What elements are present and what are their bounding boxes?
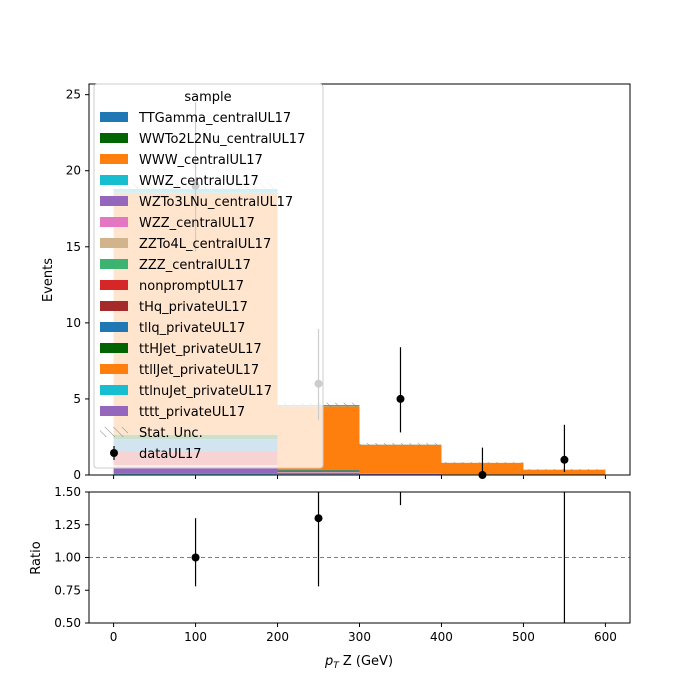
- x-tick-label: 300: [348, 630, 371, 644]
- legend-label-TTGamma_centralUL17: TTGamma_centralUL17: [138, 111, 291, 126]
- ratio-y-tick-label: 1.00: [54, 551, 81, 565]
- legend-box: [93, 83, 324, 469]
- ratio-y-ticks: 0.50 0.75 1.00 1.25 1.50: [54, 485, 89, 630]
- legend-label-tHq_privateUL17: tHq_privateUL17: [139, 300, 248, 315]
- bar-WZTo3LNu_centralUL17-bin-1: [277, 472, 360, 475]
- legend-swatch-WWTo2L2Nu_centralUL17: [100, 133, 128, 143]
- x-axis-label-p: p: [324, 654, 333, 669]
- stat-unc-bin-2: [359, 443, 442, 447]
- legend-label-ZZZ_centralUL17: ZZZ_centralUL17: [139, 258, 251, 273]
- y-axis-label: Events: [41, 258, 56, 302]
- legend-label-tllq_privateUL17: tllq_privateUL17: [139, 321, 245, 336]
- legend-label-WZZ_centralUL17: WZZ_centralUL17: [139, 216, 255, 231]
- x-axis-label-rest: Z (GeV): [339, 654, 393, 669]
- main-y-ticks: 0 5 10 15 20 25: [66, 88, 89, 482]
- x-tick-label: 400: [430, 630, 453, 644]
- bar-WZTo3LNu_centralUL17-bin-2: [359, 473, 442, 475]
- legend-label-tttt_privateUL17: tttt_privateUL17: [139, 405, 245, 420]
- data-point-4: [560, 455, 569, 464]
- y-tick-label: 0: [73, 468, 81, 482]
- x-tick-label: 100: [184, 630, 207, 644]
- x-tick-label: 200: [266, 630, 289, 644]
- main-x-ticks: [113, 475, 606, 479]
- y-tick-label: 15: [66, 240, 81, 254]
- ratio-y-tick-label: 1.50: [54, 485, 81, 499]
- legend-swatch-ZZZ_centralUL17: [100, 259, 128, 269]
- legend-label-stat-unc: Stat. Unc.: [139, 426, 203, 441]
- legend-items: TTGamma_centralUL17 WWTo2L2Nu_centralUL17…: [100, 111, 305, 462]
- x-tick-label: 600: [594, 630, 617, 644]
- ratio-points: [191, 292, 568, 623]
- legend-swatch-ttllJet_privateUL17: [100, 364, 128, 374]
- ratio-axis-label: Ratio: [29, 541, 44, 574]
- ratio-x-ticks: 0 100 200 300 400 500 600: [110, 623, 617, 644]
- legend-swatch-tHq_privateUL17: [100, 301, 128, 311]
- legend-data-marker: [110, 449, 118, 457]
- ratio-point-0: [191, 553, 200, 562]
- legend-swatch-WWZ_centralUL17: [100, 175, 128, 185]
- legend-title: sample: [184, 90, 231, 105]
- bar-ttllJet_privateUL17-bin-2: [359, 444, 442, 474]
- legend-label-ttlnuJet_privateUL17: ttlnuJet_privateUL17: [139, 384, 272, 399]
- legend-swatch-WZZ_centralUL17: [100, 217, 128, 227]
- legend-swatch-WZTo3LNu_centralUL17: [100, 196, 128, 206]
- legend-label-ttHJet_privateUL17: ttHJet_privateUL17: [139, 342, 262, 357]
- ratio-point-3: [560, 292, 568, 300]
- y-tick-label: 20: [66, 164, 81, 178]
- data-point-2: [396, 394, 405, 403]
- legend-label-data: dataUL17: [139, 447, 202, 462]
- bar-tllq_privateUL17-bin-1: [277, 470, 360, 472]
- legend-label-WWZ_centralUL17: WWZ_centralUL17: [139, 174, 259, 189]
- ratio-y-tick-label: 0.75: [54, 583, 81, 597]
- legend-swatch-ttlnuJet_privateUL17: [100, 385, 128, 395]
- legend-label-WWTo2L2Nu_centralUL17: WWTo2L2Nu_centralUL17: [139, 132, 305, 147]
- ratio-panel: 0.500.751.001.251.50 0 100 200 300 400 500 600…: [29, 292, 631, 644]
- legend-swatch-tllq_privateUL17: [100, 322, 128, 332]
- bar-WZTo3LNu_centralUL17-bin-0: [113, 467, 278, 474]
- legend: sample TTGamma_centralUL17 WWTo2L2Nu_cent…: [93, 83, 324, 469]
- y-tick-label: 25: [66, 88, 81, 102]
- legend-swatch-WWW_centralUL17: [100, 154, 128, 164]
- legend-swatch-tttt_privateUL17: [100, 406, 128, 416]
- bar-WWZ_centralUL17-bin-0: [113, 473, 278, 475]
- ratio-y-tick-label: 1.25: [54, 518, 81, 532]
- legend-label-WZTo3LNu_centralUL17: WZTo3LNu_centralUL17: [139, 195, 293, 210]
- ratio-y-tick-label: 0.50: [54, 616, 81, 630]
- legend-swatch-ttHJet_privateUL17: [100, 343, 128, 353]
- x-axis-label: pT Z (GeV): [324, 654, 393, 671]
- x-tick-label: 0: [110, 630, 118, 644]
- legend-label-WWW_centralUL17: WWW_centralUL17: [139, 153, 263, 168]
- bar-ttllJet_privateUL17-bin-4: [523, 469, 606, 475]
- legend-label-ZZTo4L_centralUL17: ZZTo4L_centralUL17: [139, 237, 271, 252]
- legend-swatch-stat-unc: [100, 427, 128, 437]
- ratio-axes-frame: [88, 491, 631, 624]
- legend-swatch-nonpromptUL17: [100, 280, 128, 290]
- y-tick-label: 10: [66, 316, 81, 330]
- legend-swatch-TTGamma_centralUL17: [100, 112, 128, 122]
- ratio-point-1: [314, 514, 323, 523]
- legend-swatch-ZZTo4L_centralUL17: [100, 238, 128, 248]
- x-axis-label-sub: T: [333, 661, 340, 671]
- y-tick-label: 5: [73, 392, 81, 406]
- x-tick-label: 500: [512, 630, 535, 644]
- legend-label-nonpromptUL17: nonpromptUL17: [139, 279, 244, 294]
- legend-label-ttllJet_privateUL17: ttllJet_privateUL17: [139, 363, 259, 378]
- bar-nonpromptUL17-bin-1: [277, 471, 360, 473]
